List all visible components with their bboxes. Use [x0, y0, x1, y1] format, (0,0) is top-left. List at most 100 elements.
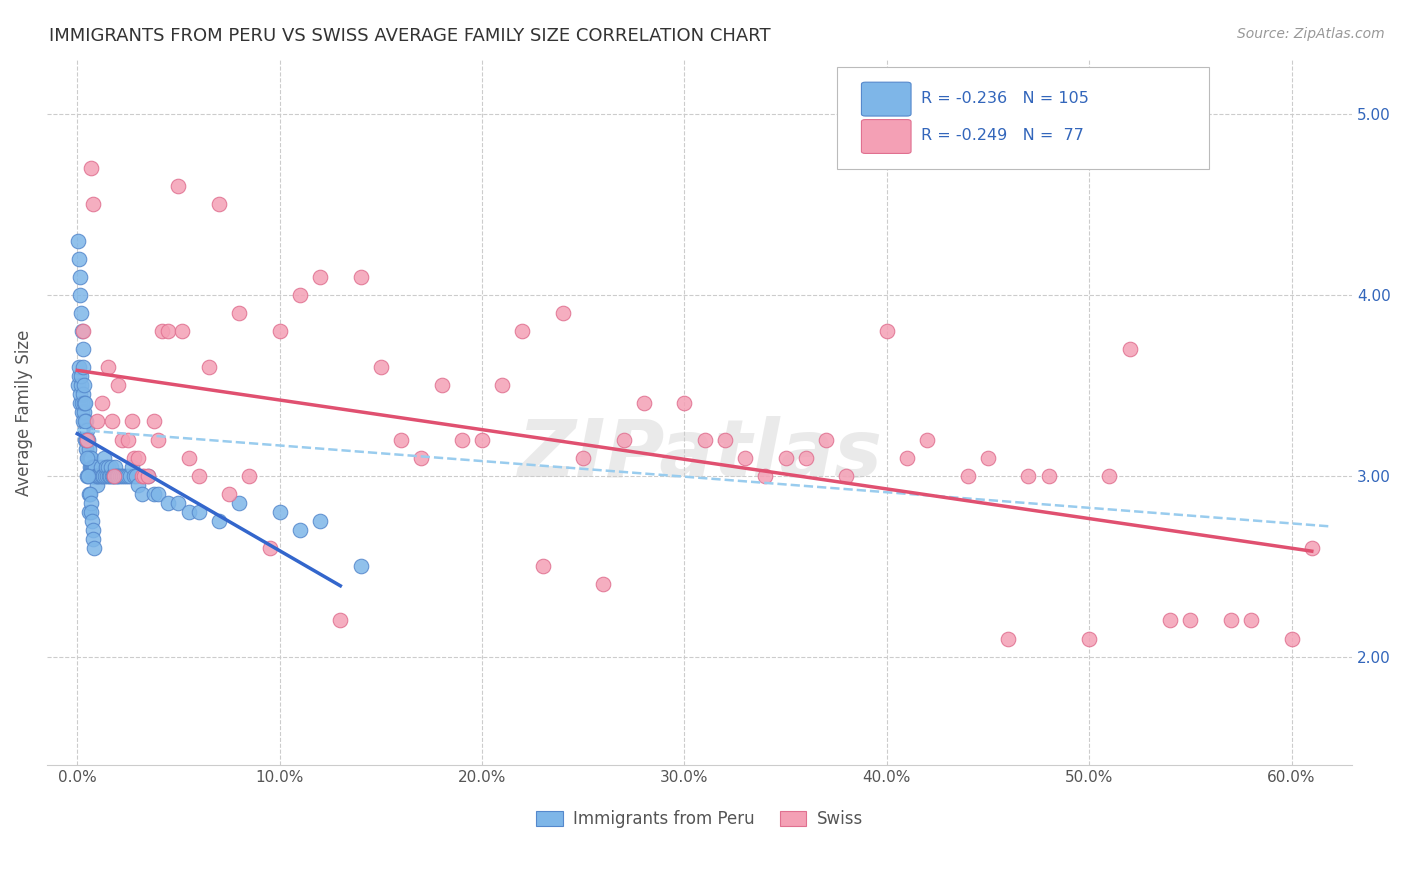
Point	[73, 378, 96, 392]
Point	[208, 197, 231, 211]
Point	[105, 468, 128, 483]
Point	[693, 433, 716, 447]
Point	[69, 387, 91, 401]
Point	[633, 396, 655, 410]
Point	[80, 505, 103, 519]
Point	[349, 269, 371, 284]
Point	[551, 306, 574, 320]
Point	[1180, 614, 1202, 628]
Point	[76, 433, 98, 447]
Point	[86, 477, 108, 491]
Point	[91, 468, 114, 483]
Point	[167, 496, 190, 510]
Point	[896, 450, 918, 465]
Point	[127, 477, 149, 491]
Point	[148, 433, 170, 447]
Point	[1301, 541, 1323, 555]
Point	[531, 559, 554, 574]
Point	[288, 287, 311, 301]
Point	[592, 577, 614, 591]
Point	[87, 468, 110, 483]
Point	[734, 450, 756, 465]
Text: ZIPatlas: ZIPatlas	[517, 416, 882, 494]
Point	[673, 396, 696, 410]
Point	[84, 468, 107, 483]
Point	[131, 487, 153, 501]
Point	[70, 378, 93, 392]
Point	[80, 161, 103, 176]
Point	[917, 433, 939, 447]
Point	[1078, 632, 1101, 646]
Point	[411, 450, 433, 465]
Point	[122, 468, 145, 483]
Point	[79, 442, 101, 456]
Point	[69, 269, 91, 284]
Point	[83, 459, 105, 474]
Point	[114, 468, 136, 483]
Point	[121, 459, 143, 474]
Point	[125, 468, 148, 483]
Point	[67, 360, 90, 375]
Point	[82, 468, 104, 483]
Point	[70, 405, 93, 419]
Point	[150, 324, 173, 338]
Point	[157, 496, 180, 510]
Point	[491, 378, 513, 392]
Point	[613, 433, 636, 447]
Point	[101, 468, 124, 483]
Text: Source: ZipAtlas.com: Source: ZipAtlas.com	[1237, 27, 1385, 41]
Point	[67, 234, 90, 248]
Point	[835, 468, 858, 483]
Point	[100, 414, 122, 428]
Point	[288, 523, 311, 537]
Point	[89, 468, 111, 483]
Point	[75, 414, 97, 428]
Point	[208, 514, 231, 528]
Point	[84, 468, 107, 483]
Point	[1219, 614, 1241, 628]
Point	[238, 468, 260, 483]
Point	[148, 487, 170, 501]
Point	[98, 468, 121, 483]
Point	[977, 450, 1000, 465]
Point	[79, 450, 101, 465]
Point	[77, 468, 100, 483]
Point	[67, 378, 90, 392]
Point	[815, 433, 838, 447]
Point	[67, 252, 90, 266]
Point	[259, 541, 281, 555]
Point	[107, 468, 129, 483]
Point	[997, 632, 1019, 646]
Point	[70, 369, 93, 384]
Text: R = -0.236   N = 105: R = -0.236 N = 105	[921, 91, 1090, 106]
Point	[127, 450, 149, 465]
Point	[136, 468, 159, 483]
Point	[1159, 614, 1181, 628]
Point	[228, 306, 250, 320]
Point	[86, 468, 108, 483]
Point	[76, 450, 98, 465]
Point	[187, 505, 209, 519]
Point	[218, 487, 240, 501]
Point	[349, 559, 371, 574]
Point	[72, 324, 94, 338]
FancyBboxPatch shape	[837, 67, 1209, 169]
Point	[104, 459, 127, 474]
Point	[117, 468, 139, 483]
Point	[1118, 342, 1140, 356]
Point	[172, 324, 194, 338]
Point	[794, 450, 817, 465]
Y-axis label: Average Family Size: Average Family Size	[15, 329, 32, 496]
Point	[75, 442, 97, 456]
Point	[754, 468, 776, 483]
FancyBboxPatch shape	[862, 120, 911, 153]
Point	[956, 468, 979, 483]
Point	[79, 487, 101, 501]
Point	[76, 424, 98, 438]
Point	[77, 450, 100, 465]
Point	[167, 179, 190, 194]
Point	[72, 342, 94, 356]
Point	[131, 468, 153, 483]
Point	[198, 360, 221, 375]
Point	[100, 468, 122, 483]
